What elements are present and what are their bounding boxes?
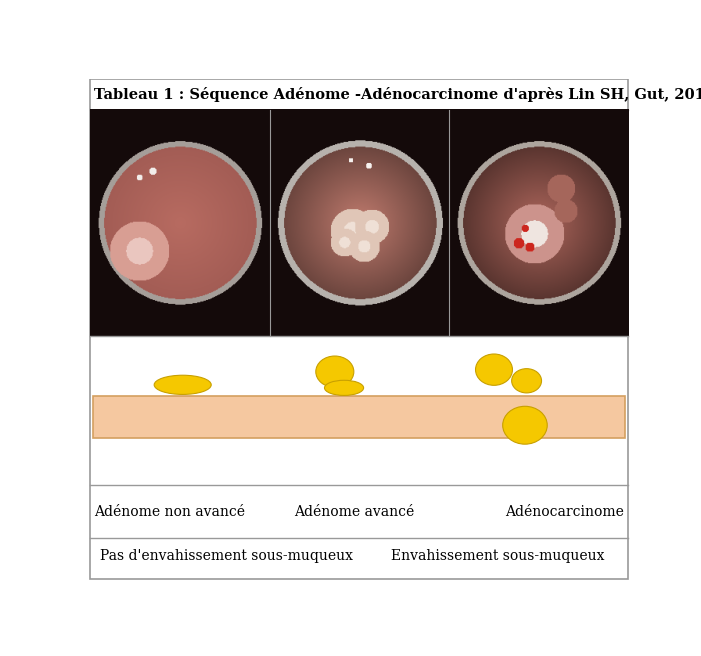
Text: Adénocarcinome: Adénocarcinome: [505, 505, 625, 519]
Bar: [93, 396, 625, 438]
Text: Pas d'envahissement sous-muqueux: Pas d'envahissement sous-muqueux: [100, 549, 353, 563]
Ellipse shape: [512, 369, 542, 393]
Text: Adénome avancé: Adénome avancé: [294, 505, 414, 519]
Ellipse shape: [503, 406, 547, 444]
Ellipse shape: [475, 354, 512, 385]
Text: Envahissement sous-muqueux: Envahissement sous-muqueux: [391, 549, 604, 563]
Text: Adénome non avancé: Adénome non avancé: [94, 505, 245, 519]
Ellipse shape: [154, 375, 211, 394]
Text: Tableau 1 : Séquence Adénome -Adénocarcinome d'après Lin SH, Gut, 2016: Tableau 1 : Séquence Adénome -Adénocarci…: [94, 87, 701, 102]
Ellipse shape: [315, 356, 354, 387]
Ellipse shape: [325, 380, 364, 396]
